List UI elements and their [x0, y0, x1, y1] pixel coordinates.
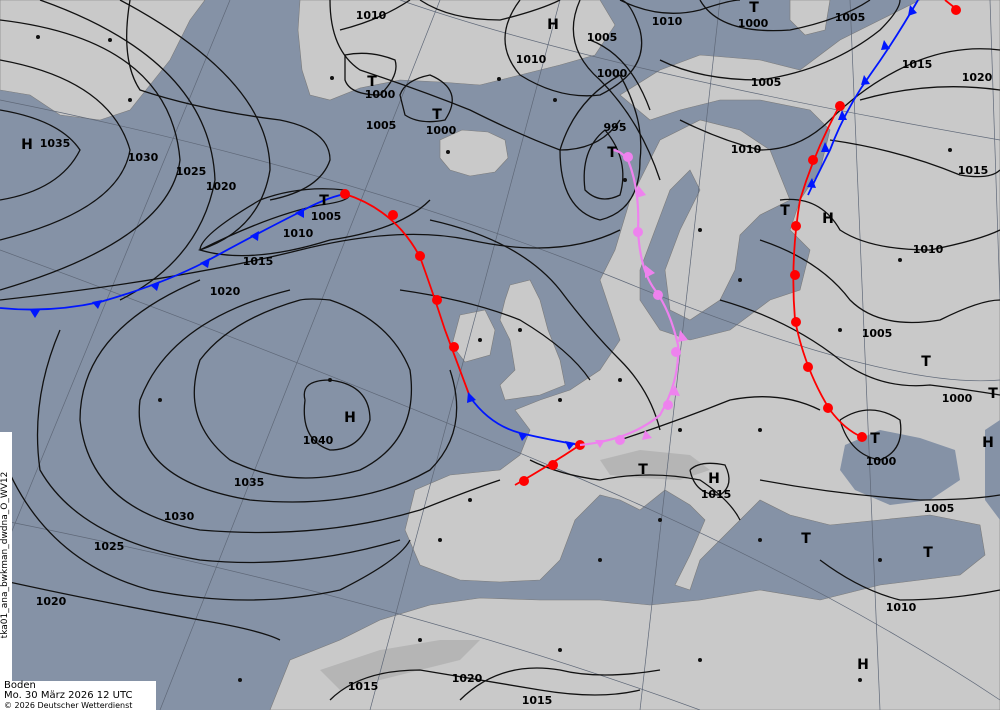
caption-level: Boden	[4, 680, 36, 691]
caption-valid-time: Mo. 30 März 2026 12 UTC	[4, 690, 133, 701]
warm-front-semicircles	[340, 189, 459, 352]
isobar-label: 1025	[176, 165, 207, 178]
land-svalbard	[789, 0, 831, 36]
low-pressure-center: T	[607, 145, 617, 161]
high-pressure-center: H	[21, 137, 33, 153]
isobar-label: 1015	[243, 255, 274, 268]
isobar-label: 1040	[303, 434, 334, 447]
low-pressure-center: T	[749, 0, 759, 16]
isobar-label: 1030	[128, 151, 159, 164]
low-pressure-center: T	[870, 431, 880, 447]
isobar-label: 1000	[942, 392, 973, 405]
occlusion-symbols	[595, 152, 688, 448]
isobar-label: 1005	[751, 76, 782, 89]
product-id-text: tka01_ana_bwkman_dwdna_O_WV12	[0, 471, 10, 639]
low-pressure-center: T	[988, 386, 998, 402]
isobar-label: 1035	[234, 476, 265, 489]
cold-front-triangles	[30, 208, 304, 318]
isobar-label: 1005	[366, 119, 397, 132]
isobar-label: 1000	[426, 124, 457, 137]
isobar-label: 1015	[902, 58, 933, 71]
isobar-label: 1005	[835, 11, 866, 24]
low-pressure-center: T	[921, 354, 931, 370]
isobar-label: 1010	[356, 9, 387, 22]
high-pressure-center: H	[708, 471, 720, 487]
land-baffin	[0, 0, 206, 121]
high-pressure-center: H	[344, 410, 356, 426]
isobar-label: 1010	[652, 15, 683, 28]
low-pressure-center: T	[432, 107, 442, 123]
isobar-label: 1015	[958, 164, 989, 177]
cold-front-east-triangles	[807, 5, 917, 188]
low-pressure-center: T	[319, 193, 329, 209]
isobar-label: 1020	[452, 672, 483, 685]
land-eurasia	[269, 0, 1000, 710]
sea-black-sea	[840, 430, 960, 505]
high-pressure-center: H	[547, 17, 559, 33]
cold-front-biscay-triangles	[467, 392, 575, 450]
warm-front-east-semicircles	[790, 5, 961, 442]
isobar-label: 1005	[311, 210, 342, 223]
isobar-label: 995	[604, 121, 627, 134]
isobar-label: 1015	[348, 680, 379, 693]
land-greenland	[297, 0, 616, 101]
isobar-label: 1000	[597, 67, 628, 80]
low-pressure-center: T	[638, 462, 648, 478]
warm-front-atlantic	[344, 193, 471, 398]
low-pressure-center: T	[367, 74, 377, 90]
isobar-label: 1005	[862, 327, 893, 340]
isobar-label: 1010	[516, 53, 547, 66]
isobar-label: 1000	[365, 88, 396, 101]
isobar-label: 1010	[913, 243, 944, 256]
isobar-label: 1015	[522, 694, 553, 707]
isobar-label: 1010	[886, 601, 917, 614]
isobar-label: 1005	[924, 502, 955, 515]
product-id-label: tka01_ana_bwkman_dwdna_O_WV12	[0, 432, 12, 682]
high-pressure-center: H	[857, 657, 869, 673]
low-pressure-center: T	[780, 203, 790, 219]
isobar-label: 1030	[164, 510, 195, 523]
land-britain	[499, 279, 566, 401]
isobar-label: 1020	[206, 180, 237, 193]
high-pressure-center: H	[822, 211, 834, 227]
isobar-labels: 1035 1030 1025 1020 1015 1010 1005 1020 …	[36, 9, 993, 707]
isobar-label: 1005	[587, 31, 618, 44]
pressure-centers: H H H H H H H T T T T T T T T T T T T	[21, 0, 998, 673]
fronts	[0, 0, 961, 486]
land-iceland	[439, 129, 509, 177]
low-pressure-center: T	[923, 545, 933, 561]
low-pressure-center: T	[801, 531, 811, 547]
station-plots	[36, 35, 952, 682]
isobar-label: 1035	[40, 137, 71, 150]
isobar-label: 1020	[962, 71, 993, 84]
isobar-label: 1020	[36, 595, 67, 608]
isobar-label: 1010	[283, 227, 314, 240]
isobar-label: 1000	[738, 17, 769, 30]
isobar-label: 1000	[866, 455, 897, 468]
isobar-label: 1015	[701, 488, 732, 501]
land-relief-atlas	[320, 640, 480, 690]
map-caption: Boden Mo. 30 März 2026 12 UTC © 2026 Deu…	[0, 681, 156, 710]
cold-front-east	[807, 0, 919, 196]
isobar-label: 1020	[210, 285, 241, 298]
high-pressure-center: H	[982, 435, 994, 451]
land-ireland	[451, 309, 496, 363]
land-relief-alps	[600, 450, 710, 480]
isobar-label: 1010	[731, 143, 762, 156]
cold-front-atlantic	[0, 193, 346, 311]
isobar-label: 1025	[94, 540, 125, 553]
caption-copyright: © 2026 Deutscher Wetterdienst	[4, 701, 133, 710]
